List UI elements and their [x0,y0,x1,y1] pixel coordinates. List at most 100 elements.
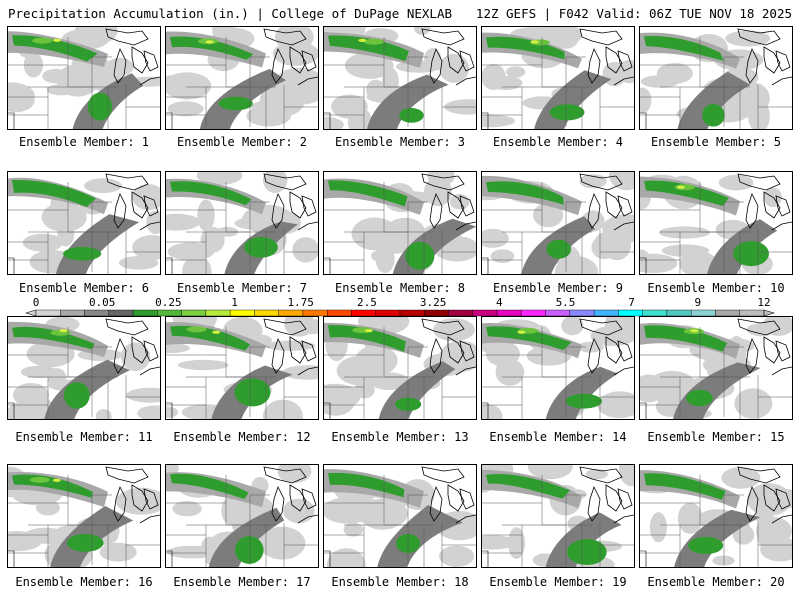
colorbar-cell [302,309,328,317]
precip-blob-light [20,365,59,379]
colorbar-tick-label: 1.75 [287,296,314,309]
colorbar-tick-label: 7 [628,296,635,309]
lake-huron-outline [143,340,159,362]
lake-huron-outline [301,340,317,362]
precip-blob-light [482,535,517,550]
precip-blob-light [721,467,761,489]
ensemble-member-map [165,26,319,130]
precip-core-lightgreen [32,37,53,44]
ensemble-member-label: Ensemble Member: 11 [15,430,153,444]
ensemble-member-label: Ensemble Member: 15 [647,430,785,444]
precip-band-green [328,472,405,498]
lake-huron-outline [617,488,633,510]
precip-blob-light [116,487,160,515]
precipitation-colorbar: 0 0.05 0.25 1 1.75 2.5 3.25 4 5.5 7 9 12 [24,296,776,317]
michigan-peninsula-outline [289,336,307,364]
precip-band-green [486,36,565,60]
precip-blob-light [640,249,650,268]
precip-blob-light [712,555,735,566]
inset-border [166,257,173,274]
lake-erie-outline [455,514,476,524]
lake-superior-outline [579,28,623,46]
colorbar-tick-label: 9 [694,296,701,309]
inset-border [166,112,173,129]
precip-swath-green [63,382,90,409]
precip-blob-light [355,345,398,376]
precip-blob-light [748,100,770,129]
michigan-peninsula-outline [763,191,781,219]
lake-superior-outline [737,28,781,46]
precip-core-yellowgreen [690,329,699,333]
lake-superior-outline [579,173,623,191]
ensemble-member-map [481,464,635,568]
lake-superior-outline [737,318,781,336]
precip-band-green [170,473,249,500]
precip-blob-light [272,41,318,66]
precip-band-green [644,473,726,500]
precip-swath-green [405,241,435,270]
precip-blob-light [197,199,215,232]
ensemble-member-label: Ensemble Member: 6 [18,281,150,295]
lake-erie-outline [297,76,318,86]
inset-border [8,550,15,567]
precip-band-green [486,326,572,351]
michigan-peninsula-outline [447,484,465,512]
ensemble-member-label: Ensemble Member: 14 [489,430,627,444]
colorbar-cell [278,309,304,317]
precip-core-lightgreen [186,326,207,333]
colorbar-cell [60,309,85,317]
colorbar-cell [35,309,61,317]
precip-band-green [12,179,97,207]
precip-blob-light [679,250,717,274]
precip-blob-light [427,172,455,187]
colorbar-tick-label: 2.5 [357,296,377,309]
precip-swath-green [399,108,424,123]
ensemble-member-label: Ensemble Member: 10 [647,281,785,295]
lake-huron-outline [617,195,633,217]
michigan-peninsula-outline [605,336,623,364]
lake-michigan-outline [271,192,285,229]
precip-core-lightgreen [364,38,384,45]
colorbar-cell [618,309,643,317]
ensemble-member-map [639,316,793,420]
lake-huron-outline [143,195,159,217]
lake-superior-outline [105,28,149,46]
ensemble-member-map [481,316,635,420]
michigan-peninsula-outline [131,46,149,74]
precip-band-green [644,180,729,207]
michigan-peninsula-outline [763,46,781,74]
michigan-peninsula-outline [605,191,623,219]
ensemble-member-label: Ensemble Member: 12 [173,430,311,444]
precip-swath-green [567,539,607,565]
precip-blob-light [354,381,375,399]
michigan-peninsula-outline [131,484,149,512]
precip-blob-light [324,383,361,410]
precip-blob-light [533,202,564,228]
lake-huron-outline [775,50,791,72]
precip-swath-green [87,92,113,121]
precip-blob-light [146,210,160,235]
lake-michigan-outline [271,47,285,84]
michigan-peninsula-outline [131,191,149,219]
inset-border [640,550,647,567]
lake-huron-outline [775,340,791,362]
colorbar-arrow-left [24,309,37,317]
ensemble-member-map [7,316,161,420]
precip-swath-dark [674,509,761,567]
precip-blob-light [506,66,526,78]
colorbar-cell [84,309,109,317]
lake-superior-outline [421,466,465,484]
precip-blob-light [343,522,364,537]
precip-core-yellowgreen [205,40,214,44]
ensemble-member-map [323,316,477,420]
colorbar-cell [424,309,449,317]
precip-blob-light [196,172,243,185]
inset-border [482,402,489,419]
lake-erie-outline [297,366,318,376]
colorbar-cell [205,309,231,317]
inset-border [324,402,331,419]
precip-blob-light [369,372,409,391]
ensemble-member-map [323,171,477,275]
ensemble-member-label: Ensemble Member: 4 [492,135,624,149]
ensemble-member-label: Ensemble Member: 13 [331,430,469,444]
